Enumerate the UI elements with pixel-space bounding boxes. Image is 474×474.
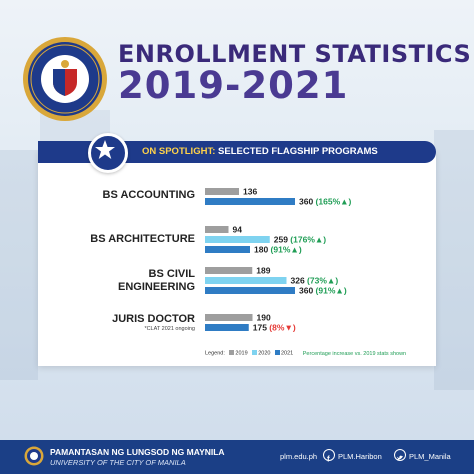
legend-item-2021: 2021 [280, 350, 294, 357]
program-label-architecture: BS ARCHITECTURE [90, 233, 195, 246]
legend-item-2019: 2019 [235, 350, 248, 357]
program-name: BS ACCOUNTING [102, 189, 195, 201]
program-label-civil-engineering: BS CIVIL ENGINEERING [118, 268, 195, 294]
program-name-line1: BS CIVIL [148, 268, 195, 280]
chart-legend: Legend: 2019 2020 2021 Percentage increa… [205, 350, 406, 357]
spotlight-text: SELECTED FLAGSHIP PROGRAMS [218, 146, 378, 157]
university-seal-logo [23, 37, 107, 121]
website-link[interactable]: plm.edu.ph [280, 452, 318, 461]
program-name: BS ARCHITECTURE [90, 233, 195, 245]
chart-card [38, 150, 436, 366]
background-building-left [0, 150, 38, 380]
program-label-accounting: BS ACCOUNTING [103, 189, 195, 202]
legend-swatch-2021 [274, 350, 280, 355]
page-subtitle-years: 2019-2021 [118, 64, 349, 107]
legend-note: Percentage increase vs. 2019 stats shown [302, 350, 407, 357]
footer-university-name: PAMANTASAN NG LUNGSOD NG MAYNILA [50, 447, 225, 457]
star-badge [88, 133, 128, 173]
program-name-line2: ENGINEERING [117, 281, 195, 293]
legend-title: Legend: [205, 350, 225, 357]
background-building-right [434, 130, 474, 390]
spotlight-label: ON SPOTLIGHT: SELECTED FLAGSHIP PROGRAMS [142, 146, 378, 157]
program-label-juris-doctor: JURIS DOCTOR *CLAT 2021 ongoing [112, 313, 195, 333]
spotlight-prefix: ON SPOTLIGHT: [142, 146, 216, 157]
page-title: ENROLLMENT STATISTICS [118, 40, 472, 68]
program-name: JURIS DOCTOR [112, 313, 195, 325]
program-footnote: *CLAT 2021 ongoing [144, 326, 195, 332]
footer-university-subtitle: UNIVERSITY OF THE CITY OF MANILA [50, 458, 186, 467]
svg-text:f: f [327, 455, 330, 464]
star-icon [95, 140, 115, 159]
twitter-link[interactable]: PLM_Manila [409, 452, 451, 461]
facebook-icon[interactable]: f [323, 449, 335, 464]
footer-seal-icon [24, 446, 44, 466]
legend-swatch-2019 [229, 350, 235, 355]
legend-swatch-2020 [252, 350, 258, 355]
footer-bar: PAMANTASAN NG LUNGSOD NG MAYNILA UNIVERS… [0, 440, 474, 474]
facebook-link[interactable]: PLM.Haribon [338, 452, 382, 461]
legend-item-2020: 2020 [258, 350, 271, 357]
twitter-icon[interactable] [394, 449, 406, 461]
spotlight-banner: ON SPOTLIGHT: SELECTED FLAGSHIP PROGRAMS [38, 141, 436, 163]
